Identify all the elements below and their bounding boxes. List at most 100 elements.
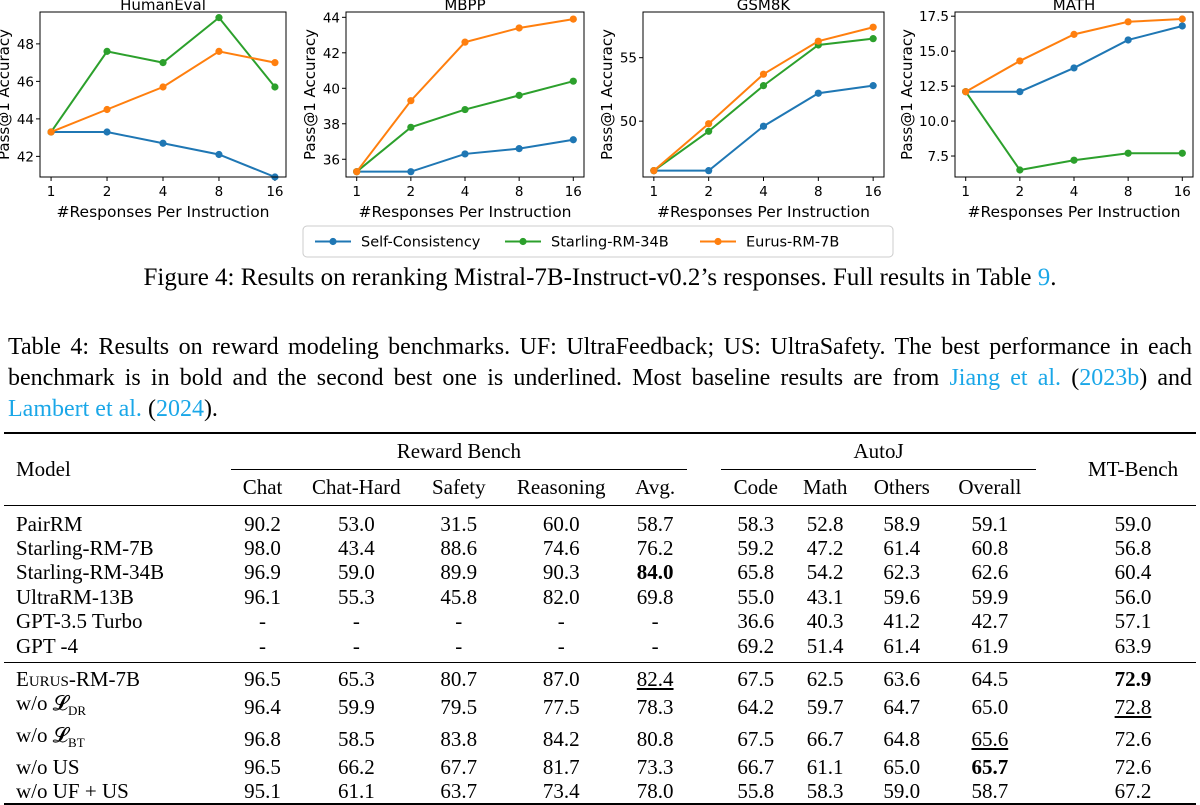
data-point [353, 168, 361, 176]
table-cell: 78.0 [623, 779, 688, 805]
data-point [1070, 64, 1078, 72]
jiang-ref-link[interactable]: Jiang et al. [949, 365, 1062, 391]
data-point [461, 105, 469, 114]
table-row: UltraRM-13B 96.1 55.3 45.8 82.0 69.8 55.0 43.1 5… [4, 585, 1196, 610]
table-cell: - [455, 633, 463, 658]
data-point [869, 35, 877, 43]
table-cell: 95.1 [230, 779, 295, 805]
spacer [209, 505, 231, 536]
spacer [209, 609, 231, 634]
data-point [1016, 57, 1024, 65]
table-cell: 72.9 [1070, 661, 1196, 691]
table-caption: Table 4: Results on reward modeling benc… [8, 334, 1192, 422]
x-tick-label: 16 [266, 184, 283, 200]
data-point [759, 122, 768, 130]
spacer [687, 723, 721, 755]
table-cell: 59.2 [737, 535, 775, 560]
table-cell: 66.2 [337, 755, 375, 780]
header-code: Code [721, 469, 791, 506]
table-cell: 80.8 [636, 726, 674, 751]
spacer [687, 536, 721, 561]
table-cell: 41.2 [883, 609, 921, 634]
y-tick-label: 50 [620, 114, 637, 130]
model-name: Starling-RM-7B [16, 535, 154, 560]
table-cell: 74.6 [542, 535, 580, 560]
spacer [1036, 469, 1071, 506]
table-cell: 43.4 [337, 535, 375, 560]
series-line-starling-rm-34b [50, 16, 276, 133]
y-tick-label: 12.5 [919, 79, 949, 95]
table-cell: - [557, 609, 565, 634]
legend-marker [329, 237, 337, 246]
table-cell: 58.3 [737, 511, 775, 536]
data-point [1016, 166, 1024, 174]
data-point [47, 128, 55, 136]
table-cell: 64.2 [737, 694, 775, 719]
table-cell: 59.1 [971, 511, 1009, 536]
table-cell: 90.2 [244, 511, 281, 536]
data-point [159, 83, 167, 91]
data-point [1178, 15, 1186, 23]
data-point [1070, 30, 1078, 38]
x-tick-label: 2 [407, 184, 416, 200]
table-cell: 59.7 [806, 694, 844, 719]
spacer [687, 634, 721, 663]
table-cell: 77.5 [542, 694, 580, 719]
spacer [1036, 609, 1070, 634]
data-point [869, 23, 877, 31]
y-tick-label: 42 [323, 46, 340, 62]
y-axis-label: Pass@1 Accuracy [0, 29, 13, 160]
table-cell: 66.7 [806, 726, 844, 751]
spacer [1036, 723, 1070, 755]
table-row: w/o 𝓛DR 96.4 59.9 79.5 77.5 78.3 64.2 59.7 64.7 6… [4, 691, 1196, 723]
model-name: w/o 𝓛BT [16, 722, 85, 750]
x-tick-label: 8 [515, 184, 524, 200]
spacer [687, 469, 722, 506]
x-axis-label: #Responses Per Instruction [657, 203, 870, 221]
table-cell: 55.0 [737, 584, 775, 609]
table-cell: 59.0 [1114, 511, 1152, 536]
table-cell: 63.9 [1114, 633, 1152, 658]
model-name: GPT-3.5 Turbo [16, 609, 143, 634]
table-cell: 59.0 [859, 779, 944, 805]
lambert-ref-link[interactable]: Lambert et al. [8, 396, 142, 422]
table-cell: 64.8 [883, 726, 921, 751]
table-cell: 42.7 [971, 609, 1009, 634]
y-tick-label: 10.0 [919, 114, 949, 130]
spacer [1036, 585, 1070, 610]
table-cell: 76.2 [636, 535, 674, 560]
table-9-link[interactable]: 9 [1037, 264, 1051, 291]
table-cell: 36.6 [737, 609, 775, 634]
spacer [209, 691, 231, 723]
table-cell: 96.4 [244, 694, 281, 719]
model-name: w/o UF + US [4, 779, 209, 805]
table-cell: - [651, 609, 659, 634]
y-tick-label: 55 [620, 51, 637, 67]
data-point [1178, 22, 1186, 30]
spacer [208, 469, 231, 506]
x-tick-label: 4 [1070, 184, 1079, 200]
table-cell: 63.7 [418, 779, 500, 805]
loss-subscript: BT [68, 734, 85, 750]
chart-title-humaneval: HumanEval [120, 0, 206, 14]
table-cell: 61.9 [971, 633, 1009, 658]
data-point [103, 128, 111, 136]
data-point [271, 83, 279, 91]
header-reward-bench: Reward Bench [230, 432, 688, 470]
lambert-year-link[interactable]: 2024 [155, 396, 204, 422]
header-safety: Safety [418, 469, 500, 506]
spacer [209, 634, 231, 663]
table-cell: 72.8 [1114, 694, 1152, 719]
jiang-year-link[interactable]: 2023b [1079, 365, 1140, 391]
table-cell: 82.4 [623, 661, 688, 691]
table-cell: 56.0 [1114, 584, 1152, 609]
model-name: PairRM [16, 511, 83, 536]
data-point [569, 136, 577, 144]
table-cell: - [259, 633, 267, 658]
table-cell: 81.7 [542, 755, 580, 780]
data-point [407, 168, 415, 176]
data-point [103, 105, 111, 114]
y-axis-label: Pass@1 Accuracy [898, 29, 916, 160]
spacer [687, 609, 721, 634]
